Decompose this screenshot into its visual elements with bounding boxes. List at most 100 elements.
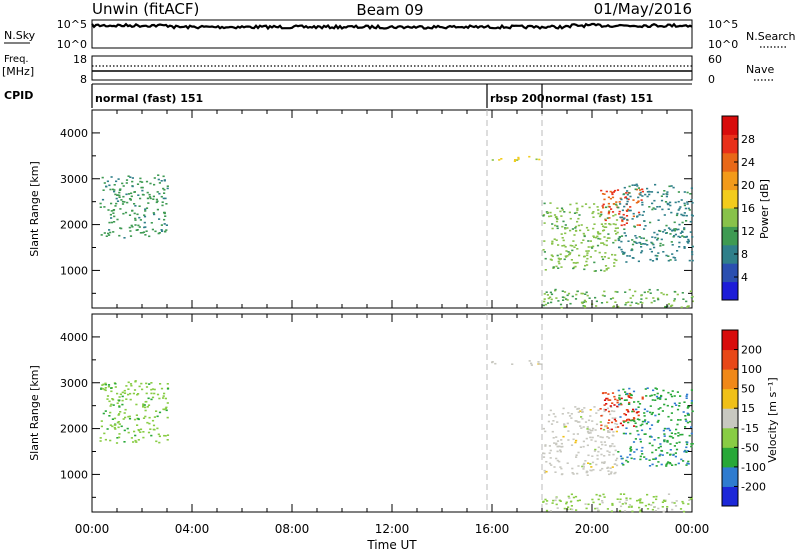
data-cell <box>129 398 132 401</box>
data-cell <box>102 383 105 386</box>
data-cell <box>142 405 145 407</box>
x-tick-label: 08:00 <box>275 522 310 536</box>
data-cell <box>567 412 570 414</box>
data-cell <box>163 434 166 437</box>
data-cell <box>143 214 146 216</box>
data-cell <box>580 416 583 418</box>
data-cell <box>611 417 614 419</box>
data-cell <box>665 463 668 466</box>
data-cell <box>156 427 159 430</box>
data-cell <box>164 230 167 233</box>
colorbar-frame <box>721 329 739 507</box>
data-cell <box>673 300 676 302</box>
data-cell <box>675 428 678 431</box>
data-cell <box>672 256 675 259</box>
data-cell <box>103 206 106 208</box>
data-cell <box>107 384 111 386</box>
data-cell <box>133 191 136 193</box>
data-cell <box>142 431 145 433</box>
data-cell <box>513 160 516 162</box>
colorbar-swatch <box>722 466 738 487</box>
y-tick-label: 3000 <box>60 377 88 390</box>
data-cell <box>538 158 541 161</box>
data-cell <box>586 428 589 430</box>
data-cell <box>638 236 641 238</box>
y-tick-label: 2000 <box>60 219 88 232</box>
data-cell <box>142 436 145 439</box>
data-cell <box>629 206 632 208</box>
data-cell <box>599 408 602 410</box>
data-cell <box>141 181 144 183</box>
data-cell <box>625 497 628 499</box>
data-cell <box>690 445 693 448</box>
data-cell <box>651 208 654 211</box>
data-cell <box>571 508 574 511</box>
data-cell <box>621 503 624 505</box>
data-cell <box>597 509 600 512</box>
data-cell <box>603 226 606 228</box>
data-cell <box>666 452 669 454</box>
data-cell <box>558 445 561 448</box>
data-cell <box>570 413 573 415</box>
data-cell <box>689 220 692 223</box>
data-cell <box>125 182 128 184</box>
data-cell <box>161 204 164 207</box>
data-cell <box>560 439 563 441</box>
data-cell <box>148 193 151 196</box>
data-cell <box>131 210 134 212</box>
data-cell <box>588 428 591 431</box>
data-cell <box>673 395 676 397</box>
data-cell <box>603 236 606 238</box>
data-cell <box>582 440 585 443</box>
data-cell <box>550 423 554 425</box>
data-cell <box>548 414 551 416</box>
data-cell <box>129 198 132 200</box>
data-cell <box>661 454 664 456</box>
data-cell <box>556 459 559 462</box>
data-cell <box>582 466 585 468</box>
data-cell <box>687 238 690 241</box>
data-cell <box>616 189 620 191</box>
data-cell <box>584 300 587 303</box>
data-cell <box>605 190 608 193</box>
data-cell <box>607 202 610 205</box>
data-cell <box>638 193 641 195</box>
data-cell <box>121 200 125 203</box>
data-cell <box>586 430 590 433</box>
data-cell <box>609 223 612 226</box>
data-cell <box>559 210 562 213</box>
data-cell <box>678 246 681 248</box>
data-cell <box>621 220 624 223</box>
data-cell <box>685 451 688 453</box>
data-cell <box>674 455 677 458</box>
data-cell <box>614 459 618 462</box>
data-cell <box>635 448 638 451</box>
data-cell <box>685 236 688 238</box>
data-cell <box>629 447 632 450</box>
data-cell <box>615 430 618 433</box>
data-cell <box>570 505 573 507</box>
data-cell <box>639 458 642 461</box>
data-cell <box>603 408 606 411</box>
data-cell <box>614 420 618 422</box>
data-cell <box>660 450 664 452</box>
data-cell <box>619 493 622 495</box>
data-cell <box>113 221 116 223</box>
data-cell <box>122 418 125 420</box>
data-cell <box>631 510 634 513</box>
data-cell <box>683 227 686 229</box>
data-cell <box>598 215 602 218</box>
data-cell <box>686 201 689 203</box>
data-cell <box>573 234 576 236</box>
data-cell <box>671 244 674 246</box>
data-cell <box>585 260 588 263</box>
data-cell <box>575 439 578 442</box>
data-cell <box>611 193 614 196</box>
data-cell <box>146 197 149 200</box>
data-cell <box>102 412 105 415</box>
data-cell <box>597 498 600 501</box>
data-cell <box>136 213 139 216</box>
data-cell <box>605 403 608 405</box>
colorbar-swatch <box>722 447 738 468</box>
data-cell <box>658 205 661 208</box>
